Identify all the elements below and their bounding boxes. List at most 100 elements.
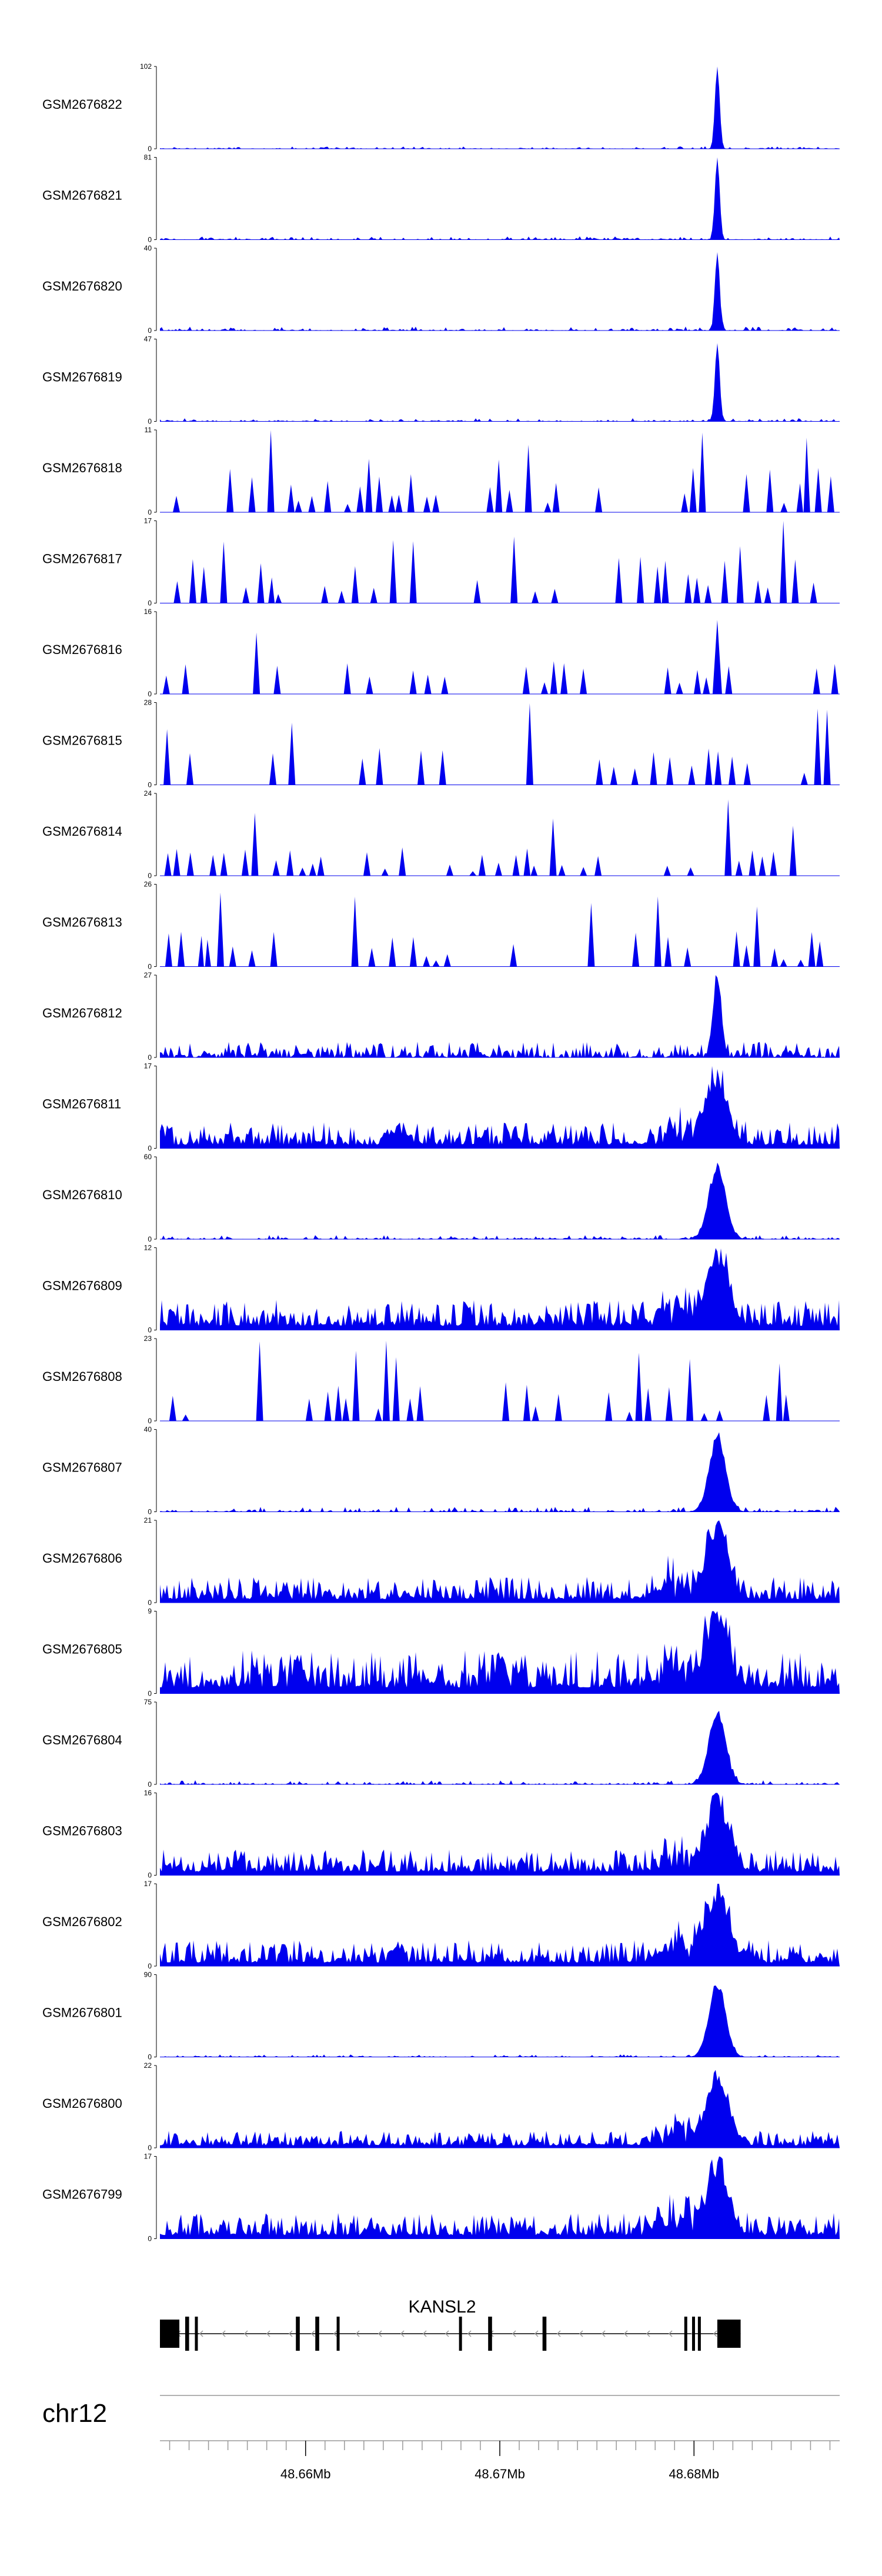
x-tick-label: 48.67Mb xyxy=(475,2467,525,2481)
track-GSM2676801: GSM2676801 90 0 xyxy=(42,1971,840,2061)
y-min-label: 0 xyxy=(148,1871,152,1880)
track-label: GSM2676822 xyxy=(42,97,122,112)
strand-arrow xyxy=(199,2330,203,2337)
strand-arrow xyxy=(333,2330,338,2337)
track-label: GSM2676805 xyxy=(42,1642,122,1657)
track-GSM2676819: GSM2676819 47 0 xyxy=(42,335,840,426)
y-min-label: 0 xyxy=(148,1690,152,1698)
y-min-label: 0 xyxy=(148,1417,152,1425)
coverage-area xyxy=(160,892,840,967)
track-label: GSM2676808 xyxy=(42,1369,122,1384)
y-max-label: 22 xyxy=(144,2061,152,2070)
track-GSM2676816: GSM2676816 16 0 xyxy=(42,608,840,698)
strand-arrow xyxy=(556,2330,561,2337)
x-tick-label: 48.66Mb xyxy=(280,2467,331,2481)
strand-arrow xyxy=(221,2330,226,2337)
coverage-area xyxy=(160,66,840,149)
track-label: GSM2676812 xyxy=(42,1006,122,1020)
strand-arrow xyxy=(243,2330,248,2337)
coverage-area xyxy=(160,620,840,694)
y-min-label: 0 xyxy=(148,781,152,789)
coverage-area xyxy=(160,799,840,876)
coverage-area xyxy=(160,1611,840,1694)
track-GSM2676814: GSM2676814 24 0 xyxy=(42,789,840,880)
track-label: GSM2676821 xyxy=(42,188,122,203)
track-GSM2676808: GSM2676808 23 0 xyxy=(42,1334,840,1425)
track-GSM2676817: GSM2676817 17 0 xyxy=(42,517,840,608)
y-max-label: 26 xyxy=(144,880,152,889)
y-max-label: 17 xyxy=(144,2153,152,2161)
y-max-label: 17 xyxy=(144,517,152,525)
track-label: GSM2676816 xyxy=(42,642,122,657)
y-min-label: 0 xyxy=(148,1780,152,1788)
coverage-area xyxy=(160,1710,840,1784)
track-GSM2676813: GSM2676813 26 0 xyxy=(42,880,840,971)
y-min-label: 0 xyxy=(148,418,152,426)
y-max-label: 40 xyxy=(144,1426,152,1434)
track-GSM2676815: GSM2676815 28 0 xyxy=(42,699,840,789)
coverage-area xyxy=(160,1066,840,1149)
track-label: GSM2676807 xyxy=(42,1460,122,1475)
track-GSM2676805: GSM2676805 9 0 xyxy=(42,1607,840,1698)
track-GSM2676821: GSM2676821 81 0 xyxy=(42,154,840,244)
track-GSM2676810: GSM2676810 60 0 xyxy=(42,1153,840,1243)
y-min-label: 0 xyxy=(148,2053,152,2061)
track-GSM2676822: GSM2676822 102 0 xyxy=(42,62,840,153)
strand-arrow xyxy=(601,2330,606,2337)
track-label: GSM2676817 xyxy=(42,552,122,566)
strand-arrow xyxy=(288,2330,293,2337)
coverage-area xyxy=(160,343,840,422)
y-max-label: 17 xyxy=(144,1062,152,1070)
strand-arrow xyxy=(400,2330,405,2337)
y-max-label: 102 xyxy=(140,62,152,71)
y-max-label: 9 xyxy=(148,1607,152,1616)
track-label: GSM2676804 xyxy=(42,1733,122,1747)
gene-exon xyxy=(160,2320,180,2348)
y-min-label: 0 xyxy=(148,1326,152,1334)
strand-arrow xyxy=(713,2330,717,2337)
track-label: GSM2676820 xyxy=(42,279,122,293)
coverage-area xyxy=(160,2156,840,2239)
y-max-label: 12 xyxy=(144,1244,152,1252)
y-max-label: 16 xyxy=(144,608,152,616)
gene-exon xyxy=(296,2317,300,2351)
track-label: GSM2676811 xyxy=(42,1097,121,1112)
gene-exon xyxy=(459,2317,462,2351)
y-max-label: 11 xyxy=(145,426,152,434)
track-label: GSM2676802 xyxy=(42,1914,122,1929)
gene-label: KANSL2 xyxy=(408,2297,476,2317)
gene-exon xyxy=(717,2320,741,2348)
y-min-label: 0 xyxy=(148,2235,152,2243)
y-min-label: 0 xyxy=(148,599,152,608)
strand-arrow xyxy=(534,2330,539,2337)
y-max-label: 90 xyxy=(144,1971,152,1979)
track-GSM2676807: GSM2676807 40 0 xyxy=(42,1426,840,1516)
y-max-label: 24 xyxy=(144,789,152,798)
strand-arrow xyxy=(646,2330,650,2337)
track-label: GSM2676801 xyxy=(42,2006,122,2020)
chromosome-axis: chr12 48.66Mb 48.67Mb 48.68Mb xyxy=(42,2395,840,2481)
gene-exon xyxy=(691,2317,695,2351)
strand-arrow xyxy=(445,2330,449,2337)
y-min-label: 0 xyxy=(148,1599,152,1607)
y-min-label: 0 xyxy=(148,690,152,698)
y-min-label: 0 xyxy=(148,1053,152,1062)
y-max-label: 47 xyxy=(144,335,152,343)
coverage-area xyxy=(160,1162,840,1239)
y-max-label: 28 xyxy=(144,699,152,707)
coverage-area xyxy=(160,1884,840,1966)
y-min-label: 0 xyxy=(148,963,152,971)
y-min-label: 0 xyxy=(148,1235,152,1243)
coverage-area xyxy=(160,975,840,1057)
coverage-area xyxy=(160,252,840,331)
track-GSM2676820: GSM2676820 40 0 xyxy=(42,244,840,335)
track-GSM2676811: GSM2676811 17 0 xyxy=(42,1062,840,1153)
y-min-label: 0 xyxy=(148,1962,152,1970)
track-label: GSM2676814 xyxy=(42,824,122,839)
coverage-tracks: GSM26768221020GSM2676821810GSM2676820400… xyxy=(42,62,840,2243)
track-label: GSM2676800 xyxy=(42,2096,122,2111)
chromosome-label: chr12 xyxy=(42,2399,107,2428)
coverage-area xyxy=(160,157,840,240)
coverage-area xyxy=(160,1793,840,1876)
